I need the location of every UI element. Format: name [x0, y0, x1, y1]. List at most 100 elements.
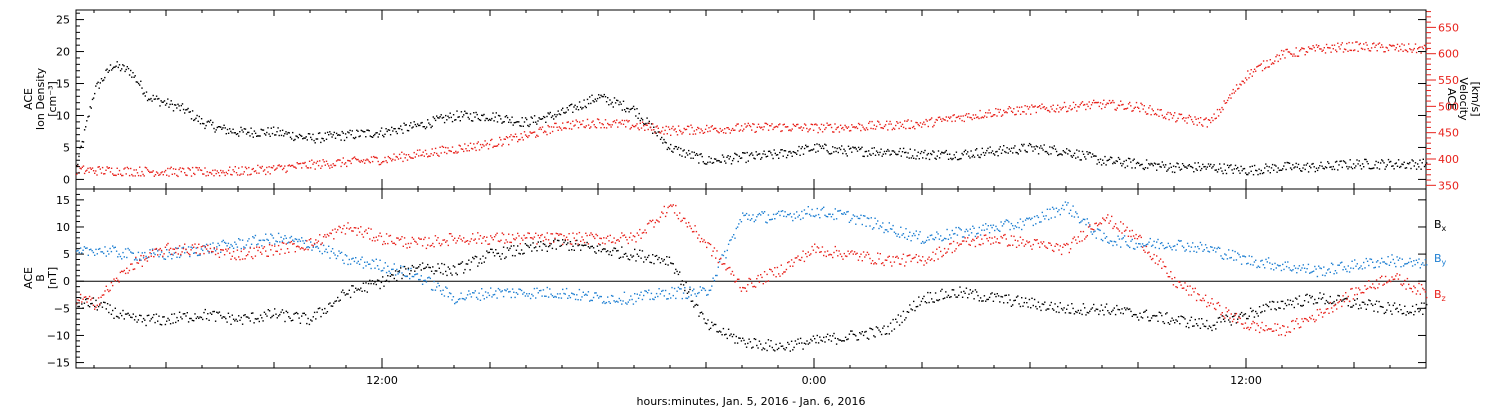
data-point-density [956, 158, 959, 161]
data-point-by [1271, 263, 1274, 265]
data-point-by [1397, 259, 1400, 261]
data-point-by [927, 236, 929, 238]
data-point-by [502, 295, 505, 298]
data-point-by [1237, 252, 1239, 254]
data-point-density [886, 150, 888, 152]
data-point-density [836, 147, 838, 150]
data-point-bx [883, 325, 885, 327]
data-point-velocity [1301, 47, 1303, 49]
data-point-velocity [159, 173, 161, 176]
data-point-bx [326, 311, 329, 313]
data-point-bx [252, 312, 254, 314]
data-point-velocity [223, 172, 225, 174]
data-point-bx [392, 274, 394, 276]
data-point-by [1239, 256, 1241, 258]
data-point-density [206, 121, 208, 123]
data-point-velocity [308, 160, 311, 162]
data-point-by [319, 250, 321, 253]
data-point-bx [1225, 314, 1227, 316]
data-point-bx [931, 298, 933, 300]
data-point-bx [1337, 294, 1339, 297]
data-point-density [1170, 166, 1172, 168]
data-point-density [1188, 164, 1190, 166]
data-point-velocity [443, 151, 446, 154]
data-point-density [859, 148, 861, 151]
data-point-velocity [683, 127, 685, 130]
data-point-density [932, 150, 934, 152]
data-point-density [149, 98, 151, 101]
data-point-by [1316, 275, 1319, 278]
data-point-density [1292, 164, 1294, 166]
data-point-bx [77, 305, 79, 308]
data-point-density [1426, 162, 1428, 164]
data-point-by [722, 254, 725, 257]
data-point-velocity [916, 122, 918, 124]
data-point-velocity [1197, 117, 1199, 120]
data-point-density [1096, 163, 1098, 165]
data-point-density [1307, 171, 1310, 173]
data-point-velocity [160, 172, 162, 174]
data-point-by [744, 214, 746, 216]
data-point-bx [648, 254, 650, 257]
data-point-by [1390, 261, 1392, 263]
data-point-density [870, 154, 872, 156]
data-point-bx [699, 312, 701, 314]
data-point-density [1278, 169, 1280, 172]
data-point-by [149, 249, 151, 251]
data-point-density [356, 129, 358, 131]
data-point-bx [1419, 309, 1421, 311]
data-point-density [159, 105, 161, 107]
data-point-by [385, 271, 388, 274]
data-point-density [785, 156, 788, 159]
data-point-density [405, 124, 407, 126]
data-point-bz [371, 239, 374, 242]
data-point-by [1086, 218, 1088, 220]
data-point-velocity [1017, 110, 1019, 112]
data-point-velocity [639, 122, 641, 124]
data-point-density [686, 154, 689, 156]
data-point-density [334, 137, 337, 139]
data-point-by [94, 254, 96, 256]
data-point-density [773, 149, 775, 151]
data-point-density [133, 76, 135, 78]
data-point-bx [1103, 314, 1105, 316]
data-point-velocity [430, 153, 432, 155]
data-point-bx [196, 316, 199, 318]
data-point-by [362, 267, 365, 269]
data-point-bx [727, 328, 730, 330]
data-point-density [231, 132, 233, 134]
data-point-density [691, 151, 693, 153]
data-point-bz [403, 237, 406, 239]
data-point-by [1054, 216, 1056, 218]
data-point-bx [841, 340, 843, 342]
data-point-bx [866, 337, 869, 339]
data-point-density [442, 116, 445, 119]
data-point-density [808, 150, 810, 152]
data-point-by [1396, 256, 1398, 258]
data-point-density [199, 123, 202, 125]
data-point-density [108, 69, 110, 72]
data-point-by [279, 241, 281, 243]
data-point-density [640, 117, 643, 120]
data-point-velocity [625, 126, 627, 128]
data-point-velocity [125, 173, 127, 175]
data-point-velocity [383, 160, 385, 163]
data-point-density [980, 153, 982, 156]
data-point-by [918, 233, 920, 236]
data-point-density [511, 116, 513, 118]
data-point-bx [367, 282, 370, 285]
data-point-bx [1392, 304, 1394, 307]
data-point-velocity [1397, 50, 1400, 52]
data-point-velocity [1034, 105, 1036, 107]
data-point-bx [853, 333, 856, 336]
data-point-velocity [1178, 113, 1180, 115]
data-point-velocity [596, 118, 599, 120]
data-point-velocity [115, 174, 117, 177]
data-point-velocity [436, 152, 438, 155]
data-point-velocity [640, 127, 643, 129]
data-point-bx [955, 296, 957, 298]
data-point-velocity [574, 124, 576, 126]
data-point-velocity [1414, 43, 1417, 45]
data-point-by [1053, 208, 1055, 210]
data-point-by [636, 293, 638, 295]
